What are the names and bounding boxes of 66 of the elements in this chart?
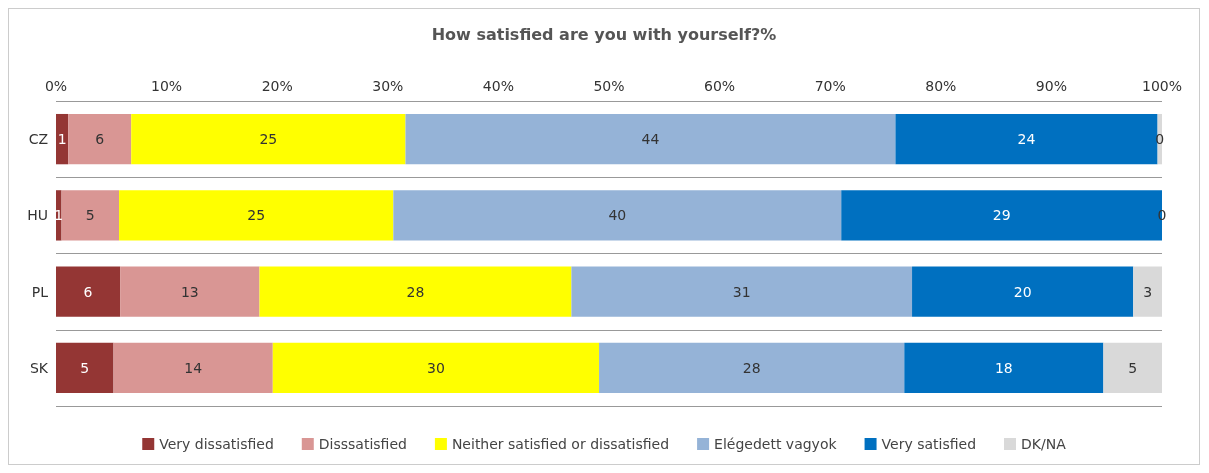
legend-label: Very dissatisfied: [159, 436, 274, 452]
bar: [131, 113, 406, 165]
data-label: 20: [1013, 283, 1032, 300]
bar: [56, 190, 62, 241]
bar: [904, 342, 1104, 394]
bar: [259, 266, 572, 317]
data-label: 6: [83, 283, 93, 300]
x-tick-label: 70%: [814, 78, 846, 94]
bar: [119, 190, 394, 241]
bar: [895, 113, 1158, 165]
data-label: 24: [1017, 131, 1036, 148]
x-tick-label: 100%: [1141, 78, 1183, 94]
bar: [56, 342, 114, 394]
chart-title: How satisfied are you with yourself?%: [431, 24, 777, 44]
legend-label: DK/NA: [1021, 436, 1067, 452]
data-label: 29: [992, 207, 1011, 224]
bar: [61, 190, 120, 241]
bar: [272, 342, 600, 394]
bar: [120, 266, 260, 317]
x-tick-label: 0%: [44, 78, 68, 94]
data-label: 44: [641, 131, 660, 148]
bar: [56, 113, 69, 165]
bar: [393, 190, 842, 241]
legend-label: Elégedett vagyok: [714, 436, 838, 452]
y-tick-label: PL: [31, 283, 49, 300]
data-label: 0: [1157, 207, 1167, 224]
legend-label: Neither satisfied or dissatisfied: [451, 436, 670, 452]
data-label: 25: [259, 131, 278, 148]
data-label: 28: [742, 359, 761, 376]
x-tick-label: 90%: [1035, 78, 1067, 94]
bar: [571, 266, 913, 317]
bar: [1133, 266, 1162, 317]
data-label: 25: [247, 207, 266, 224]
data-label: 30: [427, 359, 445, 376]
bar: [1103, 342, 1162, 394]
x-tick-label: 20%: [261, 78, 293, 94]
bar: [113, 342, 273, 394]
x-tick-label: 10%: [151, 78, 183, 94]
data-label: 5: [85, 207, 95, 224]
data-label: 14: [184, 359, 203, 376]
x-tick-label: 80%: [925, 78, 957, 94]
data-label: 3: [1143, 283, 1153, 300]
y-tick-label: HU: [27, 207, 48, 224]
y-tick-label: CZ: [28, 131, 48, 148]
data-label: 5: [1128, 359, 1138, 376]
y-tick-label: SK: [29, 359, 49, 376]
data-label: 31: [732, 283, 751, 300]
data-label: 18: [994, 359, 1013, 376]
data-label: 1: [57, 131, 67, 148]
data-label: 40: [608, 207, 627, 224]
data-label: 28: [406, 283, 425, 300]
legend-label: Very satisfied: [881, 436, 977, 452]
bar: [68, 113, 132, 165]
bar: [405, 113, 896, 165]
x-tick-label: 60%: [704, 78, 736, 94]
x-tick-label: 50%: [593, 78, 625, 94]
bar: [912, 266, 1134, 317]
data-label: 1: [54, 207, 64, 224]
x-tick-label: 30%: [372, 78, 404, 94]
data-label: 6: [95, 131, 105, 148]
legend-label: Disssatisfied: [318, 436, 407, 452]
bar: [56, 266, 121, 317]
x-tick-label: 40%: [482, 78, 514, 94]
data-label: 5: [80, 359, 90, 376]
bar: [599, 342, 905, 394]
data-label: 13: [180, 283, 199, 300]
